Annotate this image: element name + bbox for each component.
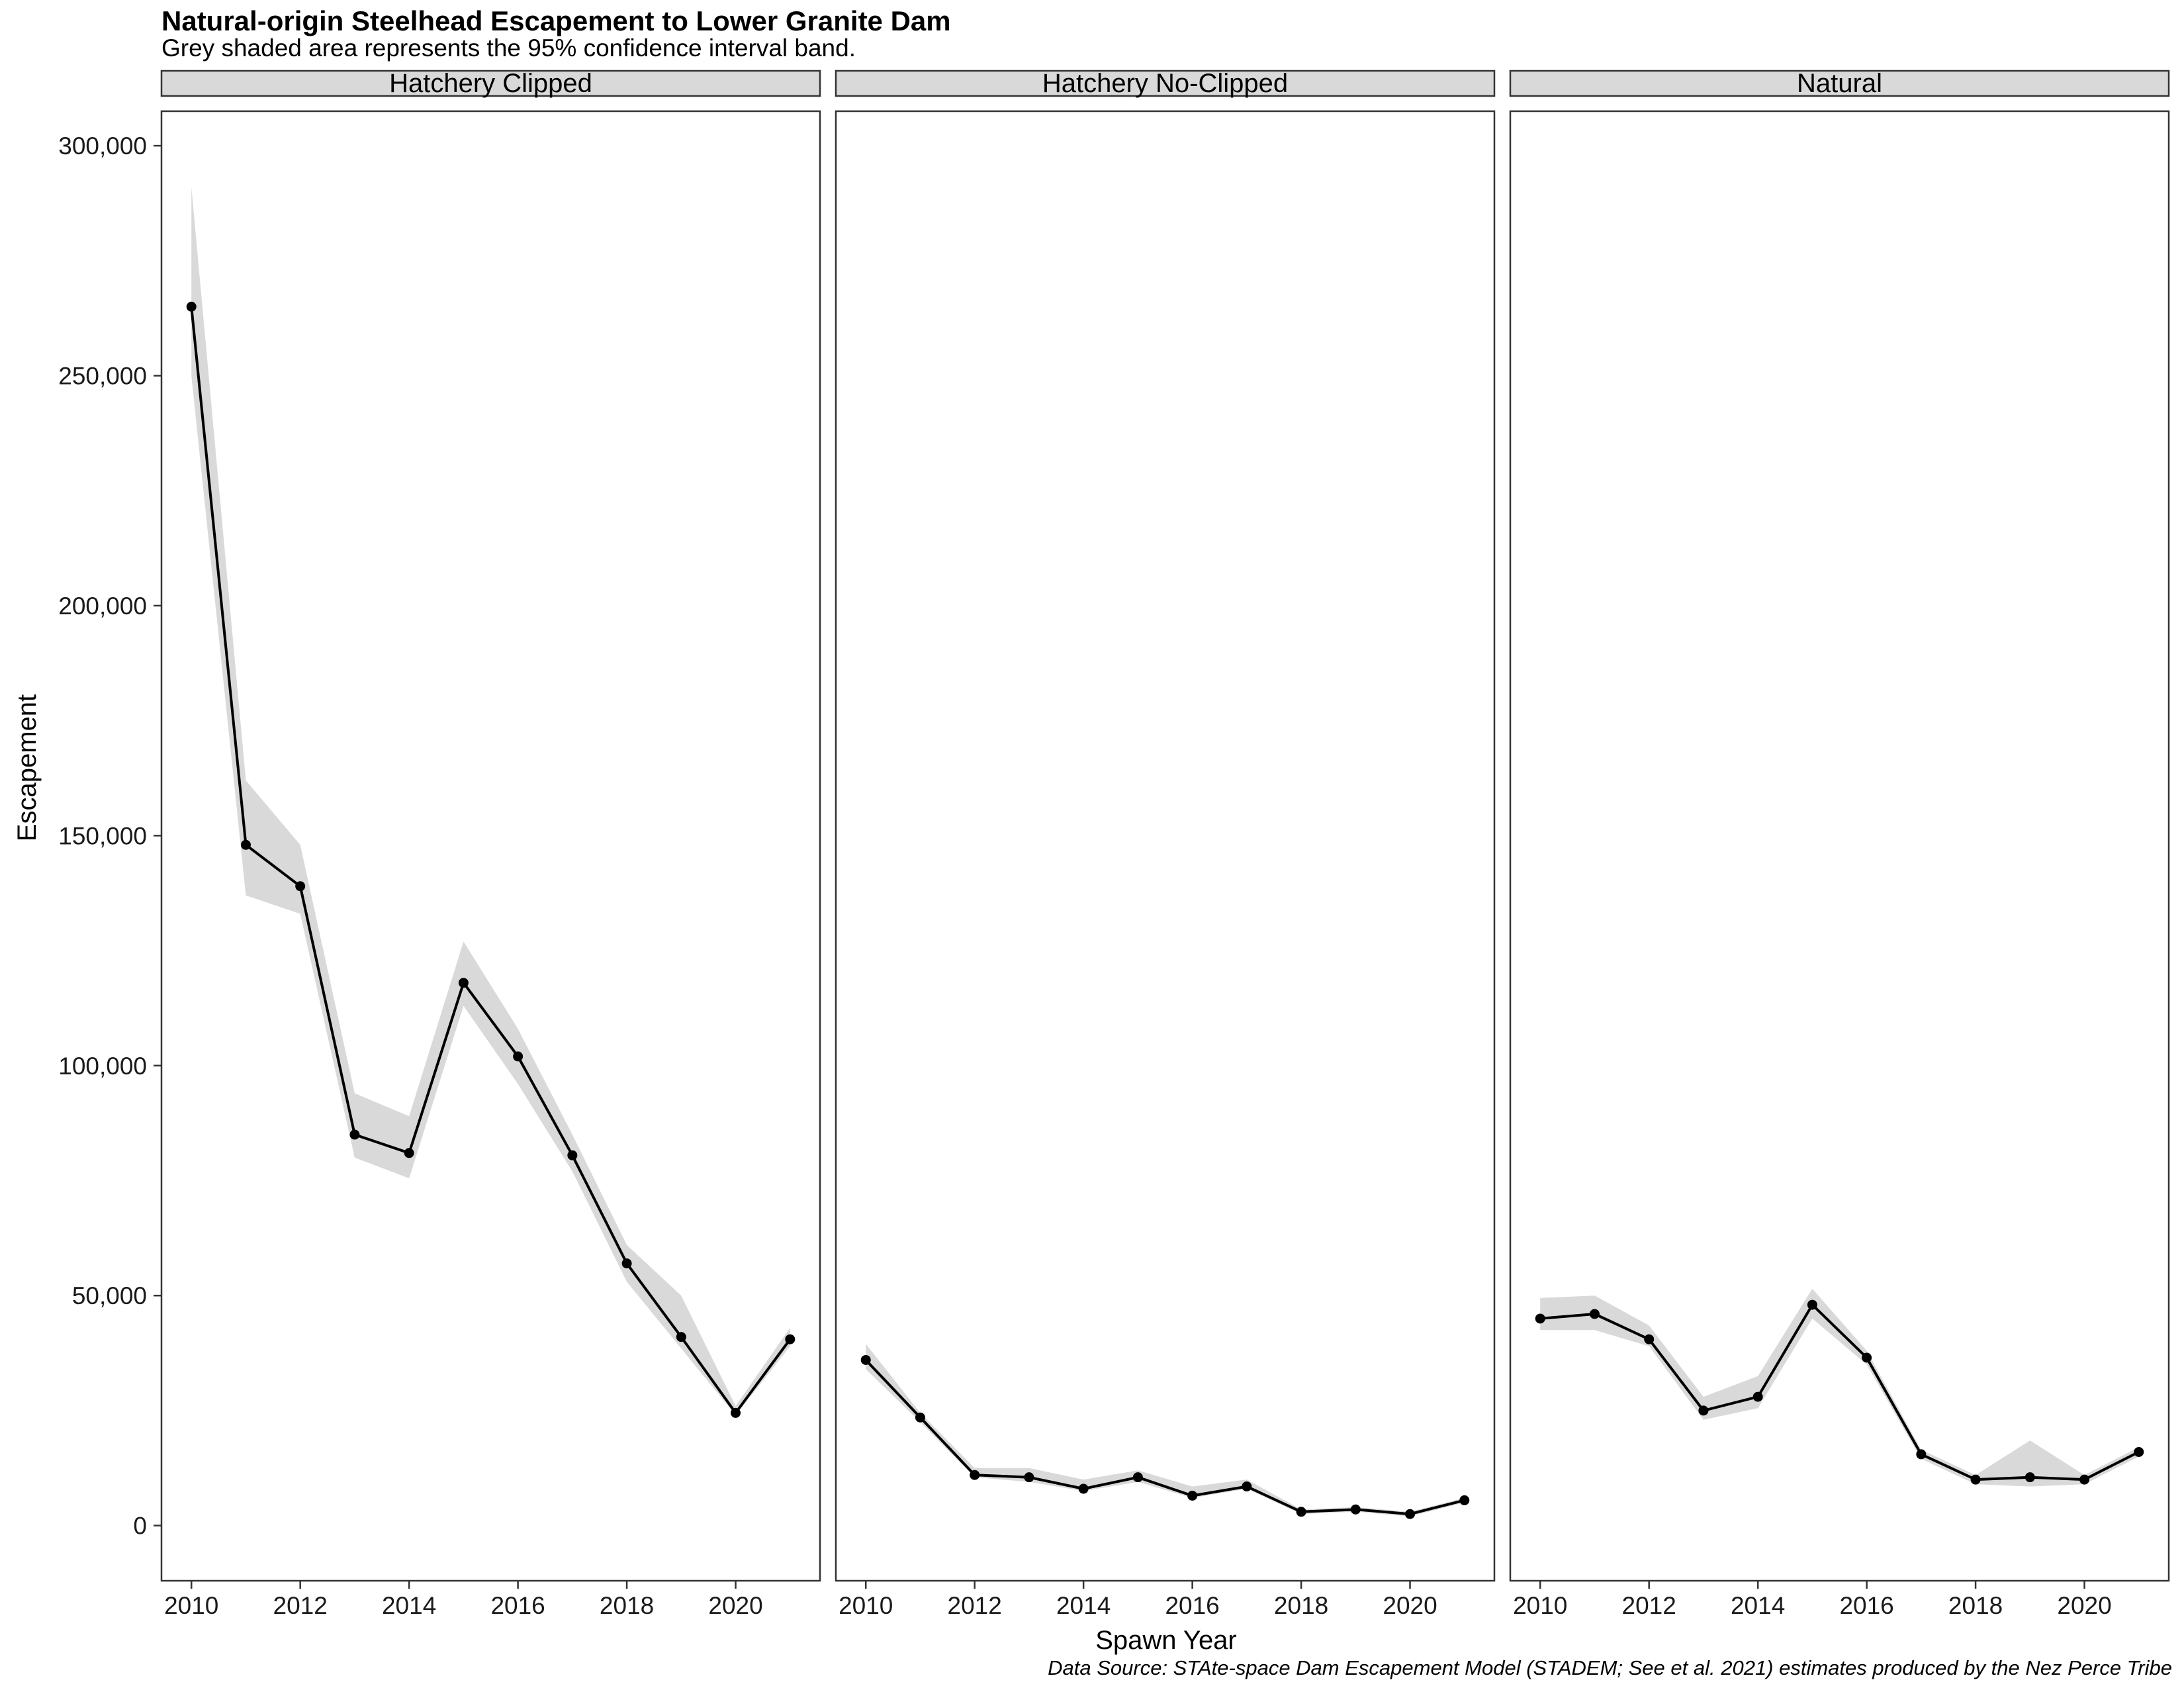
data-point: [1589, 1309, 1600, 1319]
x-tick-label: 2012: [273, 1592, 328, 1619]
panel-natural: Natural 2010 2012 2014 2016 2018 2020: [1509, 69, 2170, 1619]
x-tick-label: 2010: [839, 1592, 893, 1619]
y-tick-label: 250,000: [58, 363, 147, 390]
data-point: [915, 1412, 925, 1423]
panel-border: [835, 110, 1496, 1582]
data-point: [970, 1470, 980, 1480]
confidence-band: [1540, 1288, 2139, 1487]
x-tick-label: 2014: [1731, 1592, 1785, 1619]
x-tick-label: 2018: [600, 1592, 654, 1619]
data-point: [2025, 1472, 2035, 1483]
x-axis-title: Spawn Year: [1095, 1626, 1237, 1655]
data-point: [186, 301, 197, 312]
facet-strip: [835, 70, 1496, 97]
data-point: [1350, 1504, 1361, 1515]
x-tick-label: 2020: [2057, 1592, 2111, 1619]
data-point: [860, 1354, 871, 1365]
x-tick-label: 2014: [1056, 1592, 1111, 1619]
x-tick-label: 2018: [1274, 1592, 1328, 1619]
x-tick-label: 2020: [1383, 1592, 1437, 1619]
data-point: [1916, 1449, 1927, 1460]
y-tick-label: 50,000: [72, 1282, 147, 1309]
data-point: [1132, 1472, 1143, 1483]
facet-strip: [160, 70, 821, 97]
facet-panels: Hatchery Clipped 2010 2012 2014 2016 2018 2020…: [160, 69, 2170, 1619]
data-point: [731, 1407, 741, 1418]
data-point: [1024, 1472, 1034, 1483]
series-line: [1540, 1303, 2140, 1481]
data-point: [1807, 1299, 1817, 1310]
data-point: [404, 1148, 414, 1158]
data-point: [1535, 1313, 1545, 1324]
panel-border: [1509, 110, 2170, 1582]
data-point: [1459, 1495, 1470, 1505]
data-point: [240, 839, 251, 850]
data-point: [1752, 1391, 1763, 1402]
facet-strip: [1509, 70, 2170, 97]
data-point: [1296, 1507, 1306, 1517]
y-axis-title: Escapement: [13, 694, 42, 841]
data-point: [2134, 1446, 2144, 1457]
x-tick-label: 2018: [1948, 1592, 2003, 1619]
y-tick-label: 150,000: [58, 822, 147, 849]
data-point: [567, 1150, 578, 1160]
chart-subtitle: Grey shaded area represents the 95% conf…: [161, 34, 856, 62]
series-line: [864, 1359, 1465, 1516]
facet-strip-label: Natural: [1797, 69, 1882, 98]
facet-strip-label: Hatchery No-Clipped: [1042, 69, 1288, 98]
panel-border: [160, 110, 821, 1582]
data-point: [2079, 1474, 2090, 1485]
data-point: [513, 1051, 523, 1062]
data-point: [1644, 1334, 1655, 1344]
data-point: [1242, 1481, 1252, 1492]
y-axis: 0 50,000 100,000 150,000 200,000 250,000 300,0…: [58, 132, 161, 1540]
data-point: [1862, 1352, 1872, 1363]
x-tick-label: 2010: [1513, 1592, 1567, 1619]
y-tick-label: 100,000: [58, 1053, 147, 1080]
chart-caption: Data Source: STAte-space Dam Escapement …: [1048, 1656, 2172, 1679]
chart-title: Natural-origin Steelhead Escapement to L…: [161, 5, 951, 36]
y-tick-label: 200,000: [58, 592, 147, 620]
panel-hatchery-no-clipped: Hatchery No-Clipped 2010 2012 2014 2016 2018 2…: [835, 69, 1496, 1619]
data-point: [1187, 1490, 1198, 1501]
data-point: [458, 978, 469, 988]
x-tick-label: 2020: [708, 1592, 762, 1619]
data-point: [1698, 1405, 1709, 1416]
x-tick-label: 2014: [382, 1592, 436, 1619]
data-point: [621, 1258, 632, 1269]
confidence-band: [191, 187, 790, 1415]
x-tick-label: 2016: [1839, 1592, 1893, 1619]
x-tick-label: 2016: [490, 1592, 545, 1619]
x-tick-label: 2012: [948, 1592, 1002, 1619]
data-point: [1078, 1483, 1089, 1494]
data-point: [349, 1129, 360, 1140]
facet-strip-label: Hatchery Clipped: [389, 69, 592, 98]
data-point: [1970, 1474, 1981, 1485]
x-tick-label: 2010: [164, 1592, 218, 1619]
x-tick-label: 2016: [1165, 1592, 1219, 1619]
y-tick-label: 300,000: [58, 132, 147, 160]
series-line: [190, 306, 792, 1415]
panel-hatchery-clipped: Hatchery Clipped 2010 2012 2014 2016 2018 2020: [160, 69, 821, 1619]
data-point: [295, 881, 306, 892]
x-tick-label: 2012: [1622, 1592, 1676, 1619]
confidence-band: [866, 1344, 1465, 1517]
data-point: [676, 1332, 686, 1342]
y-tick-label: 0: [133, 1513, 147, 1540]
data-point: [1405, 1509, 1416, 1519]
data-point: [785, 1334, 796, 1344]
